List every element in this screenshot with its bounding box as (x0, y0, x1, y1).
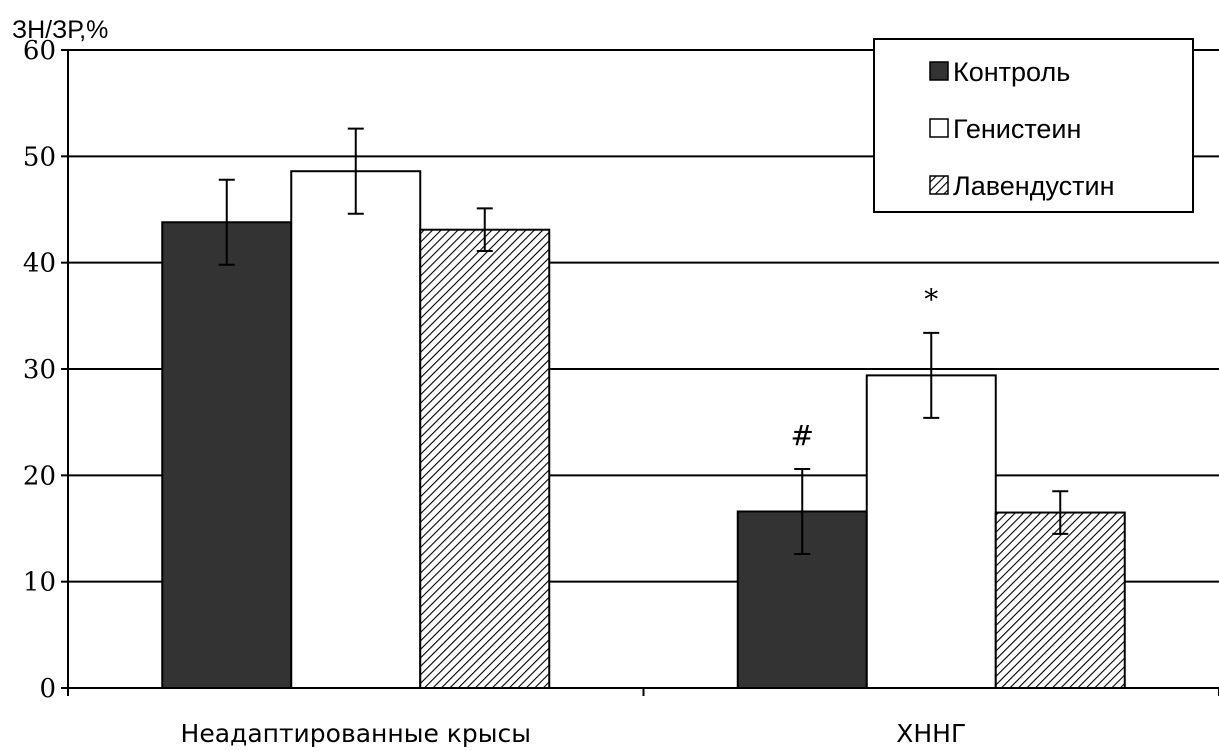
bar (290, 170, 422, 690)
legend-swatch (929, 175, 949, 195)
significance-marker: * (924, 283, 938, 316)
y-tick-label: 50 (23, 142, 56, 172)
legend-label: Лавендустин (953, 171, 1115, 201)
legend-swatch (929, 61, 949, 81)
category-label: Неадаптированные крысы (181, 719, 531, 748)
legend-box (873, 38, 1194, 213)
bars (161, 170, 1126, 690)
bar (865, 374, 997, 689)
y-tick-label: 10 (23, 568, 56, 598)
y-tick-label: 60 (23, 36, 56, 66)
error-bars (218, 127, 1069, 556)
y-tick-label: 30 (23, 355, 56, 385)
legend-label: Контроль (953, 57, 1070, 87)
y-tick-label: 20 (23, 461, 56, 491)
y-tick-label: 40 (23, 249, 56, 279)
legend-swatch (929, 118, 949, 138)
y-tick-label: 0 (39, 674, 56, 704)
category-label: ХННГ (896, 719, 966, 748)
y-axis-label: ЗН/ЗР,% (12, 16, 108, 44)
bar (994, 511, 1126, 689)
legend: Контроль Генистеин Лавендустин (873, 38, 1194, 213)
bar (161, 221, 293, 689)
significance-marker: # (791, 419, 814, 452)
legend-label: Генистеин (953, 114, 1081, 144)
bar (419, 228, 551, 689)
